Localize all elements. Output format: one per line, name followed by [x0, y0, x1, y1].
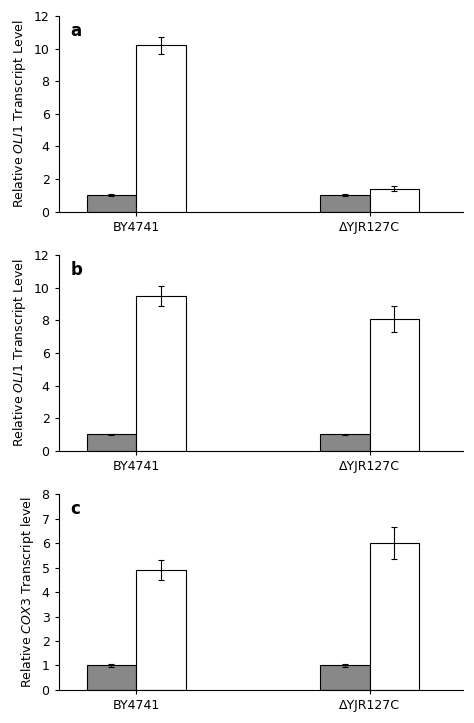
Bar [137, 46, 186, 212]
Text: b: b [71, 261, 82, 279]
Bar [320, 665, 370, 690]
Bar [370, 543, 419, 690]
Bar [137, 570, 186, 690]
Bar [320, 435, 370, 450]
Bar [370, 189, 419, 212]
Text: c: c [71, 500, 81, 518]
Text: a: a [71, 22, 82, 40]
Bar [137, 296, 186, 450]
Bar [87, 665, 137, 690]
Bar [87, 195, 137, 212]
Bar [87, 435, 137, 450]
Bar [370, 319, 419, 450]
Bar [320, 195, 370, 212]
Y-axis label: Relative $\it{OLI1}$ Transcript Level: Relative $\it{OLI1}$ Transcript Level [11, 259, 28, 448]
Y-axis label: Relative $\it{COX3}$ Transcript level: Relative $\it{COX3}$ Transcript level [19, 496, 36, 688]
Y-axis label: Relative $\it{OLI1}$ Transcript Level: Relative $\it{OLI1}$ Transcript Level [11, 20, 28, 208]
